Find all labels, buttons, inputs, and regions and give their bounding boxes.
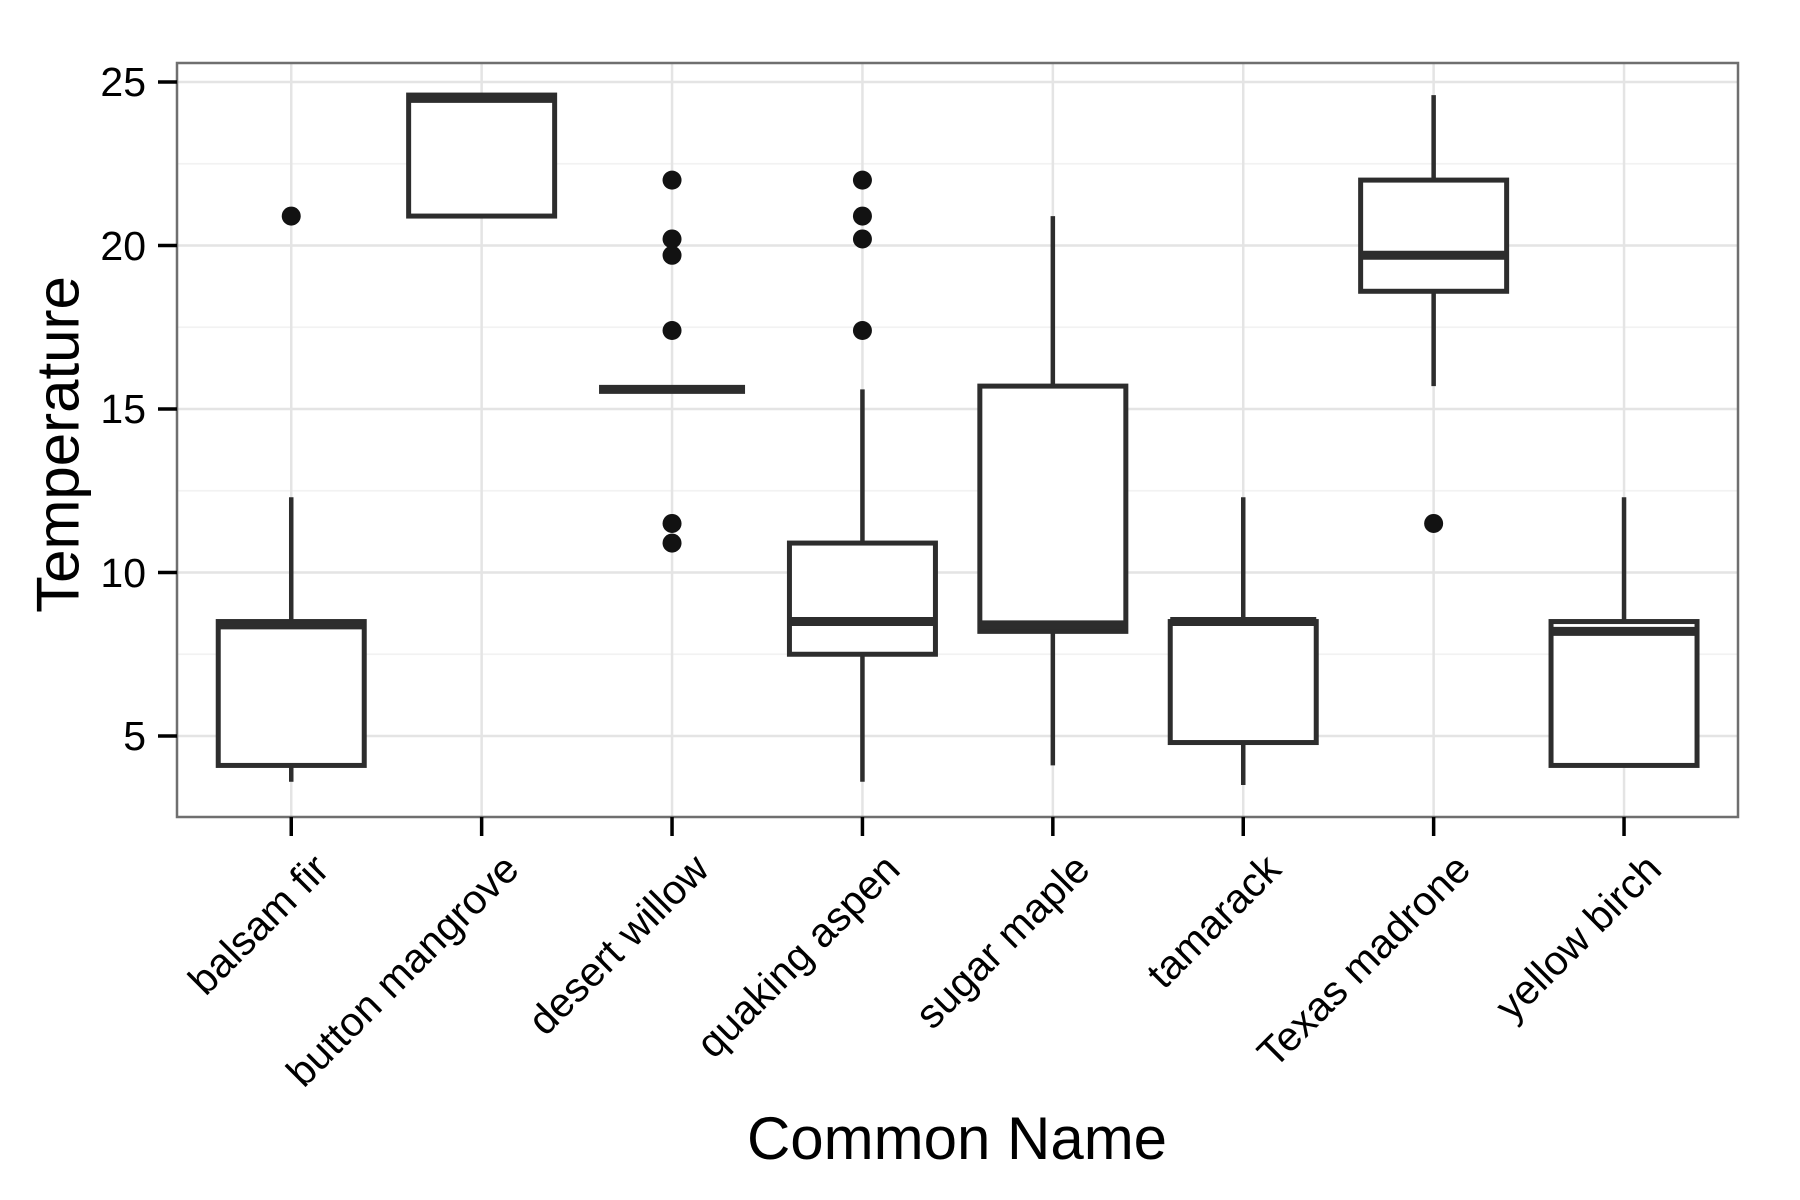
outlier-point-quaking-aspen: [852, 206, 872, 226]
outlier-point-desert-willow: [662, 170, 682, 190]
box-yellow-birch: [1548, 619, 1700, 768]
outlier-point-balsam-fir: [281, 206, 301, 226]
box-texas-madrone: [1358, 177, 1510, 294]
panel-border: [175, 61, 1740, 819]
outlier-point-desert-willow: [662, 229, 682, 249]
y-tick-label-10: 10: [100, 549, 146, 596]
box-button-mangrove: [406, 92, 558, 219]
y-axis-title: Temperature: [24, 276, 92, 613]
outlier-point-desert-willow: [662, 245, 682, 265]
y-tick-label-5: 5: [123, 713, 146, 759]
y-tick-label-20: 20: [100, 222, 146, 269]
outlier-point-desert-willow: [662, 513, 682, 533]
box-sugar-maple: [977, 383, 1129, 634]
x-axis-title: Common Name: [746, 1105, 1168, 1172]
box-quaking-aspen: [786, 540, 938, 657]
outlier-point-desert-willow: [662, 321, 682, 341]
outlier-point-quaking-aspen: [852, 170, 872, 190]
outlier-point-quaking-aspen: [852, 229, 872, 249]
box-balsam-fir: [215, 619, 367, 768]
outlier-point-quaking-aspen: [852, 321, 872, 341]
box-tamarack: [1167, 619, 1319, 746]
outlier-point-desert-willow: [662, 533, 682, 553]
outlier-point-texas-madrone: [1424, 513, 1444, 533]
y-tick-label-15: 15: [100, 386, 146, 432]
y-tick-label-25: 25: [100, 59, 146, 105]
